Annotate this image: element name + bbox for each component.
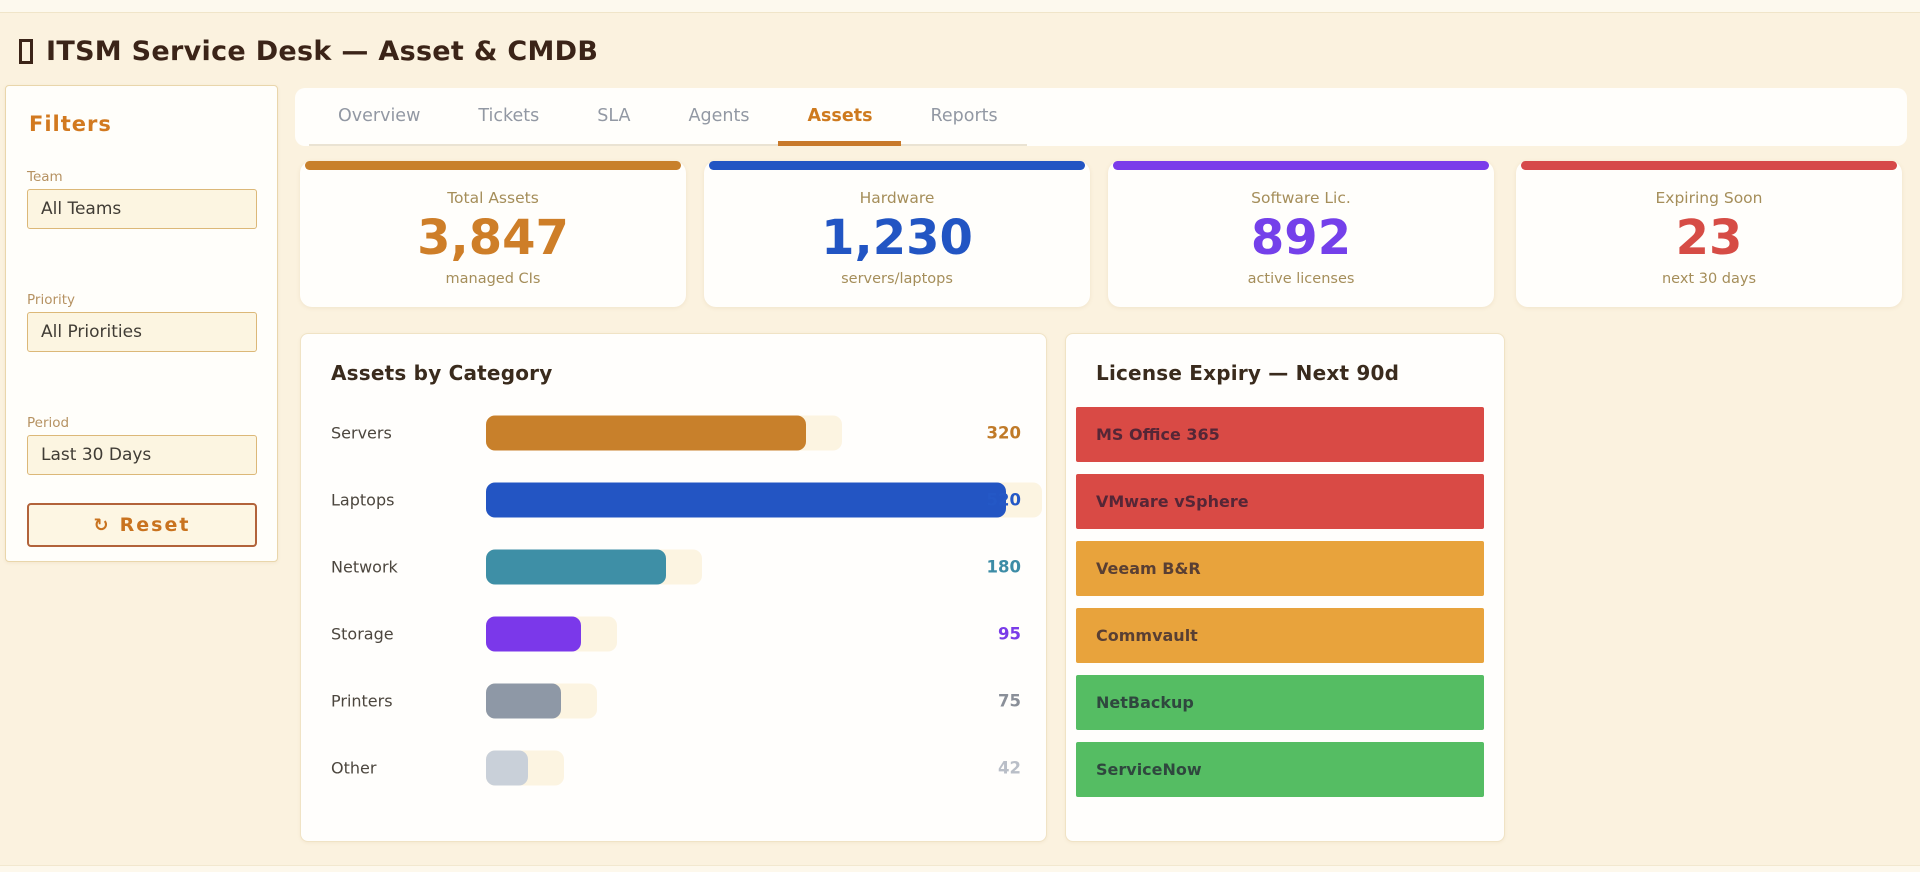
tab-overview[interactable]: Overview [338,105,421,126]
license-item: Veeam B&R [1076,541,1484,596]
chart-row-value: 75 [998,691,1021,710]
stat-accent-bar [305,161,681,170]
tab-reports[interactable]: Reports [930,105,998,126]
filter-group: Priority All Priorities [27,292,257,415]
license-item-label: VMware vSphere [1096,492,1249,511]
chart-row-track [486,415,1004,450]
license-list: MS Office 365 VMware vSphere Veeam B&R C… [1076,407,1484,797]
filter-spacer [27,352,257,415]
filters-heading: Filters [29,112,112,136]
chart-row-value: 42 [998,758,1021,777]
chart-row-bar [486,616,581,651]
stat-card: Hardware 1,230 servers/laptops [704,161,1090,307]
filter-label: Period [27,415,70,431]
stat-accent-bar [709,161,1085,170]
chart-row-label: Network [331,557,398,576]
stat-label: Software Lic. [1251,189,1351,207]
filter-groups: Team All Teams Priority All Priorities P… [6,169,277,475]
license-item-label: Veeam B&R [1096,559,1201,578]
chart-row-bar [486,750,528,785]
tab-sla[interactable]: SLA [597,105,631,126]
chart-row-label: Storage [331,624,394,643]
stat-accent-bar [1113,161,1489,170]
chart-row-bar [486,482,1006,517]
chart-row-bar [486,415,806,450]
reset-button[interactable]: ↻ Reset [27,503,257,547]
filter-group: Period Last 30 Days [27,415,257,475]
category-bar-chart: Servers 320 Laptops 520 Network 180 Stor… [301,399,1046,801]
chart-row-value: 180 [986,557,1021,576]
stat-card: Total Assets 3,847 managed CIs [300,161,686,307]
chart-row: Servers 320 [301,399,1046,466]
stat-label: Hardware [859,189,935,207]
license-expiry-panel: License Expiry — Next 90d MS Office 365 … [1065,333,1505,842]
chart-row-label: Other [331,758,377,777]
license-item-label: NetBackup [1096,693,1194,712]
stat-value: 1,230 [821,210,973,266]
filter-group: Team All Teams [27,169,257,292]
filter-select-period[interactable]: Last 30 Days [27,435,257,475]
chart-row-bar [486,683,561,718]
stat-sub: active licenses [1247,271,1355,287]
filter-select-team[interactable]: All Teams [27,189,257,229]
stat-card: Expiring Soon 23 next 30 days [1516,161,1902,307]
chart-row-label: Laptops [331,490,395,509]
stat-value: 3,847 [417,210,569,266]
license-item-label: ServiceNow [1096,760,1202,779]
reset-icon: ↻ [93,514,109,536]
tabs-nav: Overview Tickets SLA Agents Assets Reports [309,88,1027,146]
chart-row: Network 180 [301,533,1046,600]
filter-select-priority[interactable]: All Priorities [27,312,257,352]
filter-label: Team [27,169,63,185]
chart-row-track [486,616,1004,651]
stat-accent-bar [1521,161,1897,170]
filter-label: Priority [27,292,76,308]
stat-value: 23 [1675,210,1743,266]
stat-label: Total Assets [447,189,539,207]
page-title-text: ITSM Service Desk — Asset & CMDB [46,36,599,67]
tab-tickets[interactable]: Tickets [478,105,540,126]
chart-row-label: Servers [331,423,392,442]
chart-row: Storage 95 [301,600,1046,667]
chart-row-track [486,549,1004,584]
license-item: VMware vSphere [1076,474,1484,529]
filter-spacer [27,229,257,292]
assets-panel-title: Assets by Category [331,361,553,385]
app-icon-placeholder [19,39,33,64]
chart-row-track [486,683,1004,718]
chart-row-value: 520 [986,490,1021,509]
tab-agents[interactable]: Agents [688,105,750,126]
chart-row-track [486,750,1004,785]
top-strip [0,0,1920,13]
license-item-label: Commvault [1096,626,1198,645]
stat-value: 892 [1250,210,1352,266]
tab-assets[interactable]: Assets [778,88,902,146]
chart-row-label: Printers [331,691,393,710]
chart-row-track [486,482,1042,517]
filters-panel: Filters Team All Teams Priority All Prio… [5,85,278,562]
page-title: ITSM Service Desk — Asset & CMDB [19,36,598,67]
license-item: NetBackup [1076,675,1484,730]
assets-by-category-panel: Assets by Category Servers 320 Laptops 5… [300,333,1047,842]
stat-sub: servers/laptops [841,271,953,287]
stat-card: Software Lic. 892 active licenses [1108,161,1494,307]
chart-row: Laptops 520 [301,466,1046,533]
license-item: Commvault [1076,608,1484,663]
stat-sub: managed CIs [445,271,541,287]
reset-button-label: Reset [119,514,191,536]
chart-row: Printers 75 [301,667,1046,734]
chart-row-bar [486,549,666,584]
stat-label: Expiring Soon [1655,189,1763,207]
chart-row: Other 42 [301,734,1046,801]
license-item: MS Office 365 [1076,407,1484,462]
license-item: ServiceNow [1076,742,1484,797]
chart-row-value: 320 [986,423,1021,442]
license-item-label: MS Office 365 [1096,425,1220,444]
bottom-strip [0,865,1920,872]
tabs-strip: Overview Tickets SLA Agents Assets Reports [295,88,1907,146]
license-panel-title: License Expiry — Next 90d [1096,361,1400,385]
stat-sub: next 30 days [1661,271,1757,287]
chart-row-value: 95 [998,624,1021,643]
